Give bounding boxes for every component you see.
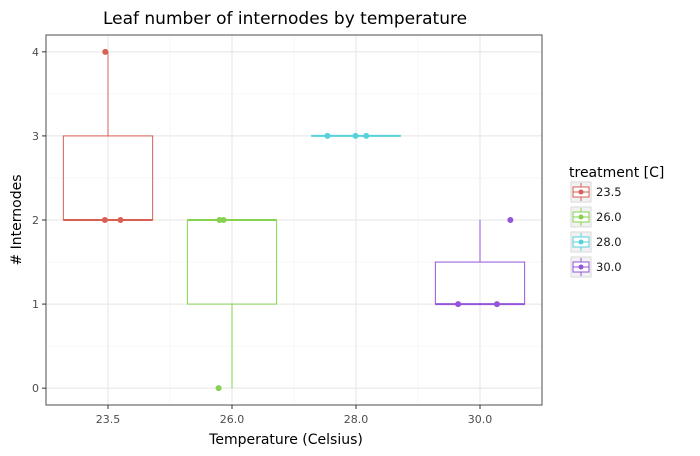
box-body <box>186 219 278 305</box>
legend-items: 23.5 26.0 28.0 30.0 <box>570 181 622 278</box>
data-point <box>493 301 500 308</box>
box-23.5 <box>62 51 154 221</box>
legend-key-point <box>578 264 584 270</box>
box-30.0 <box>434 220 526 306</box>
y-axis-title: # Internodes <box>9 174 25 265</box>
data-point <box>117 217 124 223</box>
data-point <box>352 132 359 139</box>
chart-title: Leaf number of internodes by temperature <box>103 9 467 29</box>
legend-label: 28.0 <box>596 235 622 249</box>
legend-key-point <box>578 214 584 220</box>
tick-layer: 0 1 2 3 4 23.5 26.0 28.0 30.0 <box>32 46 492 426</box>
y-tick-label: 3 <box>32 130 39 143</box>
x-tick-label: 30.0 <box>468 413 493 426</box>
legend-label: 26.0 <box>596 210 622 224</box>
y-tick-label: 2 <box>32 214 39 227</box>
legend-item-23.5: 23.5 <box>570 181 622 203</box>
data-point <box>363 132 370 139</box>
legend-item-26.0: 26.0 <box>570 206 622 228</box>
legend-key-point <box>578 239 584 245</box>
data-point <box>455 301 462 308</box>
legend-key-point <box>578 189 584 195</box>
legend: treatment [C] 23.5 26.0 28.0 30.0 <box>569 165 664 278</box>
data-point <box>324 132 331 139</box>
box-body <box>434 261 526 305</box>
data-point <box>215 385 222 392</box>
legend-label: 30.0 <box>596 260 622 274</box>
x-tick-label: 23.5 <box>96 413 121 426</box>
grid <box>46 35 542 405</box>
y-tick-label: 1 <box>32 298 39 311</box>
data-point <box>220 217 227 223</box>
box-body <box>62 135 154 221</box>
x-tick-label: 26.0 <box>220 413 245 426</box>
y-tick-label: 0 <box>32 382 39 395</box>
data-point <box>102 48 109 55</box>
data-point <box>101 217 108 223</box>
y-tick-label: 4 <box>32 46 39 59</box>
point-layer <box>101 48 514 392</box>
data-point <box>507 217 514 223</box>
legend-item-30.0: 30.0 <box>570 256 622 278</box>
x-axis-title: Temperature (Celsius) <box>208 432 363 448</box>
legend-title: treatment [C] <box>569 165 664 181</box>
x-tick-label: 28.0 <box>344 413 369 426</box>
legend-label: 23.5 <box>596 185 622 199</box>
box-26.0 <box>186 219 278 389</box>
legend-item-28.0: 28.0 <box>570 231 622 253</box>
